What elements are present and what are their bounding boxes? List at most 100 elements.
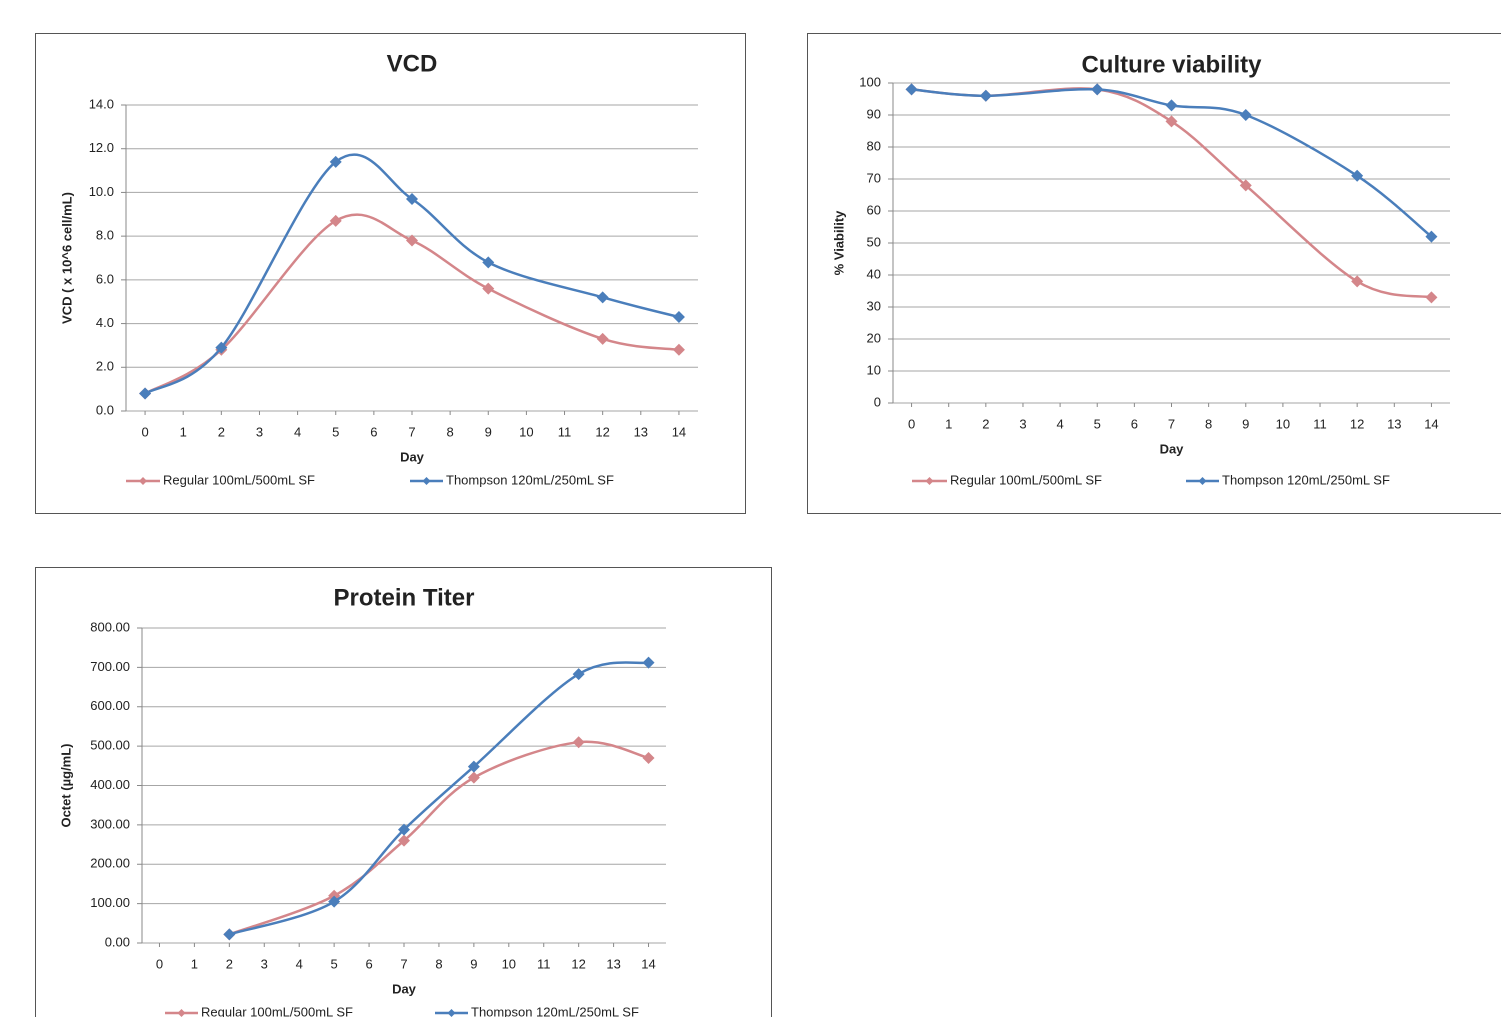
legend-marker <box>1198 477 1207 485</box>
x-tick-label: 4 <box>296 956 303 971</box>
y-tick-label: 2.0 <box>96 359 114 374</box>
y-tick-label: 90 <box>867 106 881 121</box>
data-point <box>1165 99 1178 112</box>
y-tick-label: 50 <box>867 234 881 249</box>
y-tick-label: 300.00 <box>90 816 130 831</box>
x-tick-label: 11 <box>537 956 551 971</box>
x-tick-label: 2 <box>218 424 225 439</box>
data-point <box>482 282 495 295</box>
y-tick-label: 12.0 <box>89 140 114 155</box>
legend-marker <box>422 477 431 485</box>
x-tick-label: 9 <box>470 956 477 971</box>
data-point <box>329 214 342 227</box>
chart-frame <box>35 567 772 1017</box>
x-tick-label: 5 <box>331 956 338 971</box>
data-point <box>1239 179 1252 192</box>
y-tick-label: 400.00 <box>90 777 130 792</box>
x-tick-label: 7 <box>1168 416 1175 431</box>
y-tick-label: 20 <box>867 330 881 345</box>
x-tick-label: 6 <box>370 424 377 439</box>
x-tick-label: 14 <box>1424 416 1438 431</box>
x-tick-label: 3 <box>256 424 263 439</box>
x-tick-label: 2 <box>982 416 989 431</box>
chart-title: Culture viability <box>1081 51 1262 78</box>
x-tick-label: 5 <box>332 424 339 439</box>
x-tick-label: 11 <box>558 424 572 439</box>
x-tick-label: 1 <box>945 416 952 431</box>
legend-label: Thompson 120mL/250mL SF <box>446 472 614 487</box>
x-tick-label: 10 <box>519 424 533 439</box>
x-tick-label: 7 <box>400 956 407 971</box>
legend-label: Thompson 120mL/250mL SF <box>1222 472 1390 487</box>
y-tick-label: 600.00 <box>90 698 130 713</box>
data-point <box>905 83 918 96</box>
x-tick-label: 4 <box>294 424 301 439</box>
legend-marker <box>447 1009 456 1017</box>
data-point <box>398 834 410 847</box>
y-tick-label: 4.0 <box>96 315 114 330</box>
data-point <box>1425 291 1438 304</box>
data-point <box>1239 109 1252 121</box>
data-point <box>672 343 685 356</box>
x-tick-label: 6 <box>1131 416 1138 431</box>
data-point <box>223 928 236 941</box>
x-tick-label: 13 <box>1387 416 1401 431</box>
x-tick-label: 13 <box>634 424 648 439</box>
legend-marker <box>139 477 147 485</box>
legend-label: Regular 100mL/500mL SF <box>163 472 315 487</box>
data-point <box>1351 169 1364 182</box>
data-point <box>1351 275 1364 288</box>
x-tick-label: 8 <box>447 424 454 439</box>
x-tick-label: 3 <box>1019 416 1026 431</box>
y-tick-label: 70 <box>867 170 881 185</box>
x-tick-label: 9 <box>485 424 492 439</box>
legend-marker <box>925 477 934 485</box>
y-tick-label: 100 <box>859 74 881 89</box>
data-point <box>328 895 341 908</box>
chart-title: Protein Titer <box>334 584 475 611</box>
x-tick-label: 7 <box>408 424 415 439</box>
x-tick-label: 13 <box>606 956 620 971</box>
x-axis-title: Day <box>392 981 417 996</box>
y-tick-label: 200.00 <box>90 856 130 871</box>
x-tick-label: 12 <box>595 424 609 439</box>
x-tick-label: 0 <box>908 416 915 431</box>
x-tick-label: 2 <box>226 956 233 971</box>
x-axis-title: Day <box>1160 441 1185 456</box>
chart-frame <box>35 33 746 514</box>
x-axis-title: Day <box>400 449 425 464</box>
y-tick-label: 8.0 <box>96 228 114 243</box>
x-tick-label: 11 <box>1313 416 1327 431</box>
y-tick-label: 30 <box>867 298 881 313</box>
y-tick-label: 10.0 <box>89 184 114 199</box>
x-tick-label: 12 <box>571 956 585 971</box>
data-point <box>215 341 228 354</box>
y-tick-label: 80 <box>867 138 881 153</box>
data-point <box>482 256 495 269</box>
y-axis-title: Octet (µg/mL) <box>58 743 73 827</box>
legend-label: Regular 100mL/500mL SF <box>201 1004 353 1017</box>
data-point <box>596 291 609 304</box>
x-tick-label: 0 <box>156 956 163 971</box>
data-point <box>329 155 342 168</box>
y-tick-label: 0.0 <box>96 402 114 417</box>
data-point <box>406 192 418 205</box>
x-tick-label: 0 <box>141 424 148 439</box>
chart-title: VCD <box>387 50 438 77</box>
data-point <box>1091 83 1104 96</box>
x-tick-label: 14 <box>672 424 686 439</box>
data-point <box>572 736 585 749</box>
x-tick-label: 8 <box>435 956 442 971</box>
x-tick-label: 14 <box>641 956 655 971</box>
y-tick-label: 60 <box>867 202 881 217</box>
legend-label: Regular 100mL/500mL SF <box>950 472 1102 487</box>
legend-label: Thompson 120mL/250mL SF <box>471 1004 639 1017</box>
x-tick-label: 3 <box>261 956 268 971</box>
y-tick-label: 40 <box>867 266 881 281</box>
x-tick-label: 10 <box>502 956 516 971</box>
data-point <box>406 234 418 247</box>
data-point <box>467 771 480 784</box>
data-point <box>139 387 152 400</box>
data-point <box>1165 115 1178 128</box>
x-tick-label: 4 <box>1056 416 1063 431</box>
